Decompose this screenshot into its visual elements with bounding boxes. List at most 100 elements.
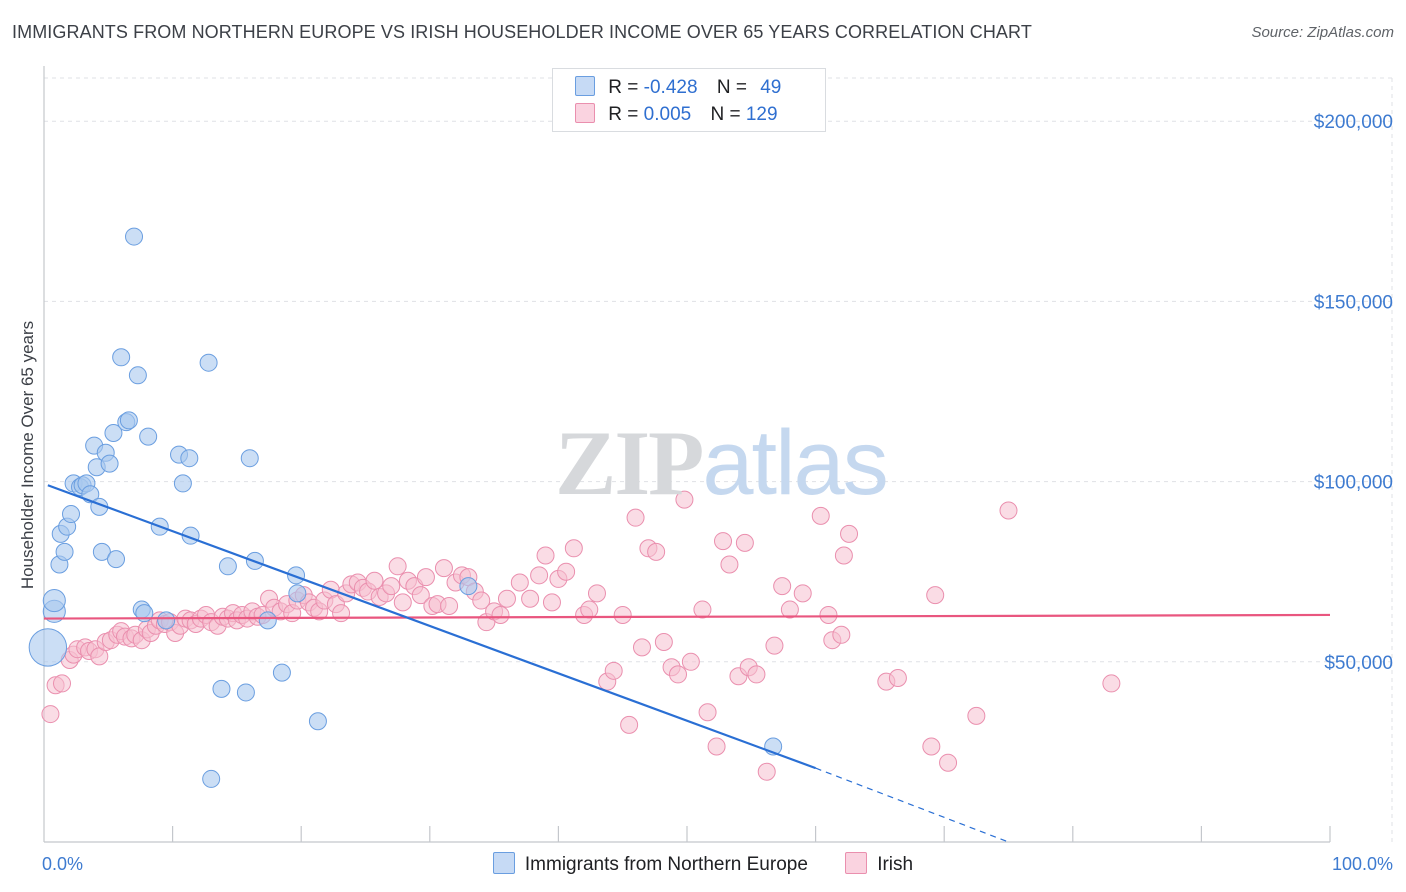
- irish-point: [472, 591, 491, 610]
- legend-swatch-blue: [575, 76, 595, 96]
- northern-europe-point: [240, 449, 259, 468]
- irish-point: [580, 600, 599, 619]
- northern-europe-point: [199, 353, 218, 372]
- northern-europe-point: [107, 550, 126, 569]
- x-tick-label: 0.0%: [42, 854, 83, 874]
- irish-point: [564, 539, 583, 558]
- y-tick-labels: $50,000 $100,000 $150,000 $200,000: [1314, 112, 1393, 674]
- series-legend: Immigrants from Northern Europe Irish: [0, 852, 1406, 876]
- y-axis-label: Householder Income Over 65 years: [18, 320, 37, 590]
- irish-point: [41, 705, 60, 724]
- irish-point: [681, 652, 700, 671]
- watermark-zip: ZIP: [555, 412, 704, 514]
- northern-europe-point: [92, 542, 111, 561]
- irish-point: [440, 596, 459, 615]
- northern-europe-point: [157, 611, 176, 630]
- irish-point: [714, 532, 733, 551]
- source-credit: Source: ZipAtlas.com: [1251, 24, 1394, 41]
- legend-swatch-pink: [845, 852, 868, 874]
- legend-r-value: -0.428: [643, 77, 698, 98]
- irish-point: [707, 737, 726, 756]
- northern-europe-point: [125, 227, 144, 246]
- irish-point: [365, 571, 384, 590]
- legend-n-label: N =: [716, 77, 753, 98]
- irish-point: [757, 762, 776, 781]
- irish-point: [530, 566, 549, 585]
- northern-europe-point: [173, 474, 192, 493]
- trend-lines: [43, 484, 1331, 843]
- stats-legend: R = -0.428 N = 49 R = 0.005 N = 129: [552, 68, 826, 132]
- irish-point: [632, 638, 651, 657]
- legend-r-label: R =: [608, 77, 644, 98]
- irish-point: [613, 605, 632, 624]
- irish-point: [793, 584, 812, 603]
- legend-n-value: 129: [745, 104, 778, 125]
- y-tick-label: $100,000: [1314, 473, 1393, 494]
- watermark-atlas: atlas: [702, 412, 888, 514]
- legend-item-northern-europe[interactable]: Immigrants from Northern Europe: [492, 852, 808, 876]
- northern-europe-point: [287, 566, 306, 585]
- x-tick-labels: 0.0% 100.0%: [42, 854, 1393, 874]
- y-tick-label: $50,000: [1324, 653, 1393, 674]
- irish-point: [967, 706, 986, 725]
- irish-point: [521, 589, 540, 608]
- northern-europe-point: [202, 769, 221, 788]
- irish-point: [698, 703, 717, 722]
- irish-point: [536, 546, 555, 565]
- irish-point: [647, 542, 666, 561]
- irish-point: [626, 508, 645, 527]
- legend-label-irish: Irish: [877, 854, 914, 875]
- northern-europe-point: [119, 411, 138, 430]
- irish-point: [510, 573, 529, 592]
- x-tick-label: 100.0%: [1332, 854, 1393, 874]
- northern-europe-point: [28, 628, 68, 667]
- legend-row-irish: R = 0.005 N = 129: [575, 103, 778, 127]
- irish-point: [832, 625, 851, 644]
- northern-europe-trend-line: [47, 484, 816, 770]
- irish-point: [497, 589, 516, 608]
- northern-europe-point: [112, 348, 131, 367]
- irish-point: [840, 524, 859, 543]
- northern-europe-point: [128, 366, 147, 385]
- irish-point: [332, 604, 351, 623]
- irish-point: [53, 674, 72, 693]
- northern-europe-point: [258, 611, 277, 630]
- irish-point: [675, 490, 694, 509]
- irish-point: [735, 533, 754, 552]
- irish-point: [999, 501, 1018, 520]
- y-tick-label: $150,000: [1314, 292, 1393, 313]
- irish-point: [720, 555, 739, 574]
- irish-point: [922, 737, 941, 756]
- irish-point: [693, 600, 712, 619]
- northern-europe-point: [288, 584, 307, 603]
- irish-point: [747, 665, 766, 684]
- northern-europe-points: [28, 227, 783, 788]
- irish-point: [668, 665, 687, 684]
- northern-europe-point: [180, 449, 199, 468]
- irish-point: [557, 562, 576, 581]
- irish-point: [393, 593, 412, 612]
- irish-points: [41, 490, 1121, 781]
- irish-point: [888, 669, 907, 688]
- northern-europe-point: [218, 557, 237, 576]
- northern-europe-point: [272, 663, 291, 682]
- irish-point: [542, 593, 561, 612]
- irish-point: [939, 753, 958, 772]
- legend-item-irish[interactable]: Irish: [845, 852, 913, 876]
- watermark: ZIPatlas: [555, 410, 889, 516]
- legend-swatch-blue: [492, 852, 515, 874]
- x-axis-ticks: [172, 826, 1331, 842]
- irish-point: [834, 546, 853, 565]
- irish-point: [780, 600, 799, 619]
- northern-europe-point: [100, 454, 119, 473]
- irish-point: [434, 559, 453, 578]
- legend-n-value: 49: [760, 77, 782, 98]
- chart-title: IMMIGRANTS FROM NORTHERN EUROPE VS IRISH…: [12, 22, 1032, 42]
- irish-point: [773, 577, 792, 596]
- irish-point: [1102, 674, 1121, 693]
- northern-europe-point: [139, 427, 158, 446]
- irish-point: [819, 605, 838, 624]
- irish-trend-line: [43, 613, 1331, 620]
- northern-europe-point: [212, 679, 231, 698]
- northern-europe-point: [55, 542, 74, 561]
